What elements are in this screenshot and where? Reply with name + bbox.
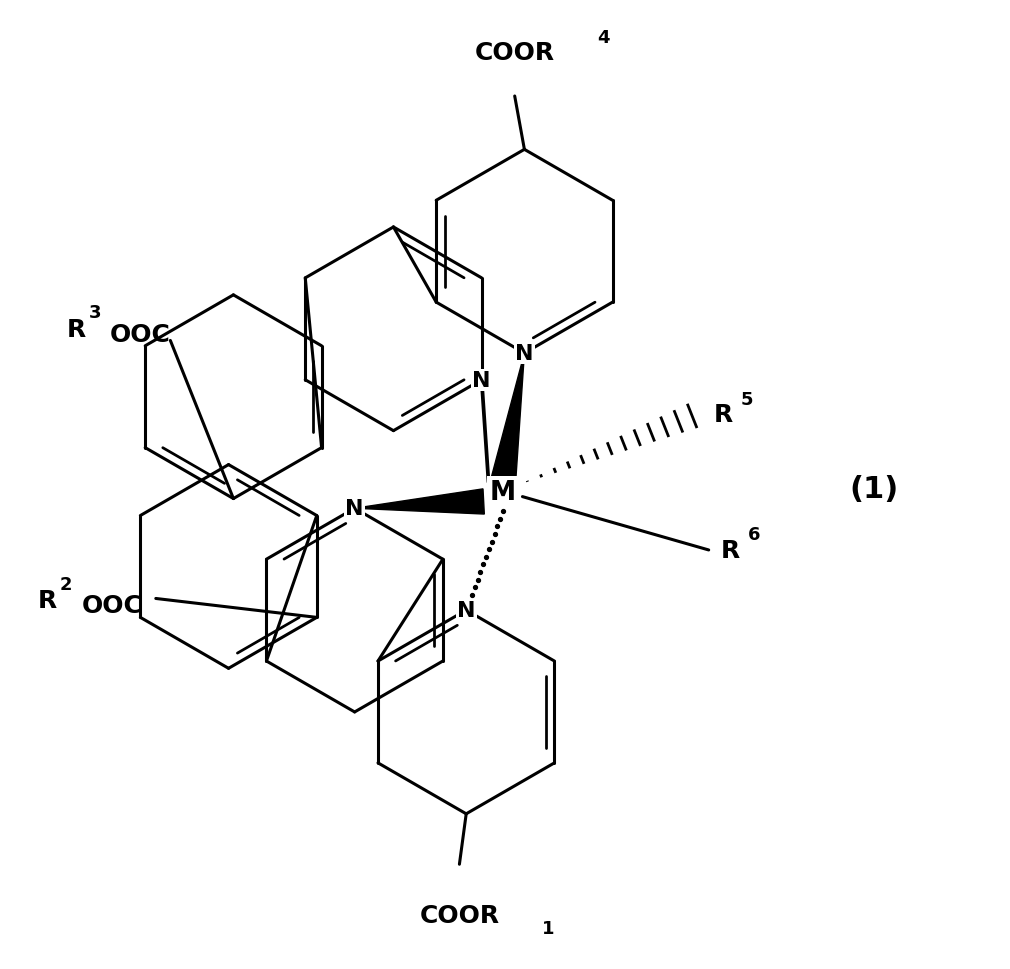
Text: N: N <box>345 499 364 518</box>
Polygon shape <box>355 489 485 515</box>
Text: OOC: OOC <box>109 323 171 346</box>
Text: N: N <box>515 344 533 363</box>
Text: R: R <box>713 403 733 426</box>
Text: COOR: COOR <box>419 903 500 927</box>
Text: COOR: COOR <box>475 41 554 65</box>
Text: 2: 2 <box>60 576 73 593</box>
Text: N: N <box>457 601 476 620</box>
Text: R: R <box>67 318 86 341</box>
Text: R: R <box>37 589 57 612</box>
Polygon shape <box>491 354 524 484</box>
Text: 6: 6 <box>747 526 760 544</box>
Text: N: N <box>473 370 491 391</box>
Text: OOC: OOC <box>82 594 142 617</box>
Text: 1: 1 <box>541 919 554 937</box>
Text: 4: 4 <box>597 28 610 47</box>
Text: M: M <box>490 480 516 505</box>
Text: 3: 3 <box>89 304 101 322</box>
Text: R: R <box>720 539 739 562</box>
Text: (1): (1) <box>849 475 898 504</box>
Text: 5: 5 <box>740 391 753 408</box>
